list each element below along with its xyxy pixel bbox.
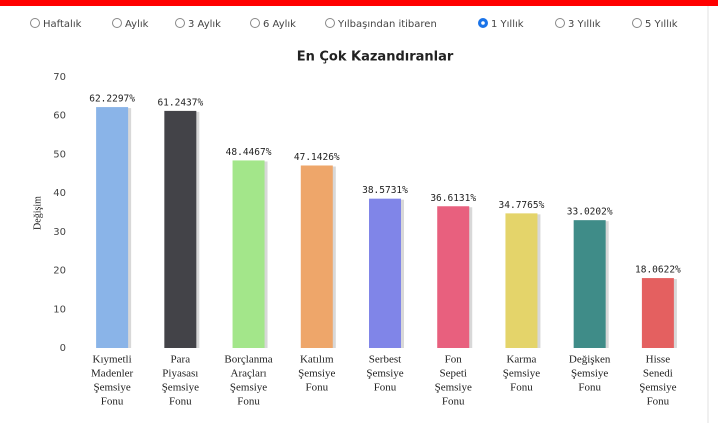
value-label: 34.7765%: [499, 200, 545, 211]
radio-label[interactable]: 3 Yıllık: [568, 19, 601, 30]
y-tick-label: 60: [53, 111, 66, 122]
radio[interactable]: [175, 18, 185, 28]
x-tick-label: Değişken: [569, 354, 611, 366]
bar: [300, 165, 333, 348]
radio[interactable]: [632, 18, 642, 28]
radio[interactable]: [325, 18, 335, 28]
x-tick-label: Fonu: [578, 382, 601, 394]
x-tick-label: Kıymetli: [93, 354, 132, 366]
y-tick-label: 70: [53, 72, 66, 83]
y-tick-label: 50: [53, 149, 66, 160]
x-tick-label: Şemsiye: [503, 368, 540, 380]
x-tick-label: Fonu: [647, 396, 670, 408]
radio[interactable]: [250, 18, 260, 28]
x-tick-label: Karma: [506, 354, 536, 366]
x-tick-label: Fonu: [442, 396, 465, 408]
y-tick-label: 0: [60, 343, 66, 354]
top-bar: [0, 0, 718, 6]
bar: [369, 198, 401, 348]
x-tick-label: Şemsiye: [639, 382, 676, 394]
radio-label[interactable]: Haftalık: [43, 19, 82, 30]
y-tick-label: 10: [53, 304, 66, 315]
radio[interactable]: [112, 18, 122, 28]
x-tick-label: Senedi: [643, 368, 673, 380]
x-tick-label: Şemsiye: [162, 382, 199, 394]
chart-title: En Çok Kazandıranlar: [297, 50, 454, 65]
value-label: 62.2297%: [89, 94, 135, 105]
x-tick-label: Madenler: [91, 368, 133, 380]
y-tick-label: 40: [53, 188, 66, 199]
x-tick-label: Araçları: [231, 368, 267, 380]
x-tick-label: Borçlanma: [224, 354, 272, 366]
x-tick-label: Fonu: [305, 382, 328, 394]
x-tick-label: Hisse: [646, 354, 671, 366]
radio-label[interactable]: 5 Yıllık: [645, 19, 678, 30]
bar: [505, 213, 538, 348]
value-label: 48.4467%: [226, 147, 272, 158]
value-label: 47.1426%: [294, 152, 340, 163]
value-label: 33.0202%: [567, 207, 613, 218]
x-tick-label: Şemsiye: [298, 368, 335, 380]
y-tick-label: 30: [53, 227, 66, 238]
x-tick-label: Fonu: [237, 396, 260, 408]
x-tick-label: Piyasası: [162, 368, 198, 380]
radio[interactable]: [30, 18, 40, 28]
x-tick-label: Fon: [445, 354, 463, 366]
radio-label[interactable]: 3 Aylık: [188, 19, 221, 30]
radio-dot: [481, 21, 485, 25]
bar: [232, 160, 265, 348]
y-axis-label: Değişim: [32, 196, 43, 230]
x-tick-label: Şemsiye: [571, 368, 608, 380]
x-tick-label: Para: [171, 354, 191, 366]
radio-label[interactable]: Yılbaşından itibaren: [337, 19, 437, 30]
bar: [641, 278, 674, 348]
radio-label[interactable]: Aylık: [125, 19, 149, 30]
y-tick-label: 20: [53, 266, 66, 277]
radio[interactable]: [555, 18, 565, 28]
bar: [164, 110, 197, 349]
x-tick-label: Şemsiye: [230, 382, 267, 394]
x-tick-label: Şemsiye: [93, 382, 130, 394]
x-tick-label: Sepeti: [439, 368, 467, 380]
value-label: 18.0622%: [635, 265, 681, 276]
bar: [96, 107, 129, 349]
value-label: 61.2437%: [157, 97, 203, 108]
bar: [573, 220, 606, 348]
x-tick-label: Şemsiye: [366, 368, 403, 380]
x-tick-label: Şemsiye: [435, 382, 472, 394]
radio-label[interactable]: 1 Yıllık: [491, 19, 524, 30]
x-tick-label: Fonu: [510, 382, 533, 394]
x-tick-label: Fonu: [101, 396, 124, 408]
x-tick-label: Serbest: [369, 354, 401, 366]
bar: [437, 206, 470, 348]
x-tick-label: Fonu: [169, 396, 192, 408]
value-label: 36.6131%: [430, 193, 476, 204]
radio-label[interactable]: 6 Aylık: [263, 19, 296, 30]
x-tick-label: Fonu: [374, 382, 397, 394]
value-label: 38.5731%: [362, 185, 408, 196]
x-tick-label: Katılım: [300, 354, 334, 366]
